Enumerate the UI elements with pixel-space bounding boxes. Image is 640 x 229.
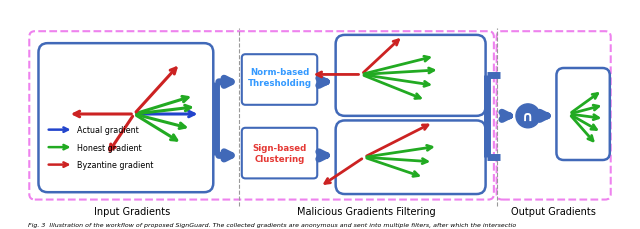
FancyBboxPatch shape [335,36,486,116]
Text: Malicious Gradients Filtering: Malicious Gradients Filtering [297,206,435,216]
Text: Sign-based
Clustering: Sign-based Clustering [252,143,307,163]
Text: Byzantine gradient: Byzantine gradient [77,160,154,169]
Text: Norm-based
Thresholding: Norm-based Thresholding [248,68,312,88]
FancyBboxPatch shape [242,128,317,179]
FancyBboxPatch shape [242,55,317,105]
Text: Honest gradient: Honest gradient [77,143,141,152]
Text: Input Gradients: Input Gradients [94,206,170,216]
Circle shape [516,104,540,128]
Text: Fig. 3  Illustration of the workflow of proposed SignGuard. The collected gradie: Fig. 3 Illustration of the workflow of p… [28,222,516,227]
Text: ∩: ∩ [522,109,534,123]
FancyBboxPatch shape [335,121,486,194]
FancyBboxPatch shape [556,69,610,160]
Text: Actual gradient: Actual gradient [77,125,139,135]
Text: Output Gradients: Output Gradients [511,206,596,216]
FancyBboxPatch shape [38,44,213,192]
